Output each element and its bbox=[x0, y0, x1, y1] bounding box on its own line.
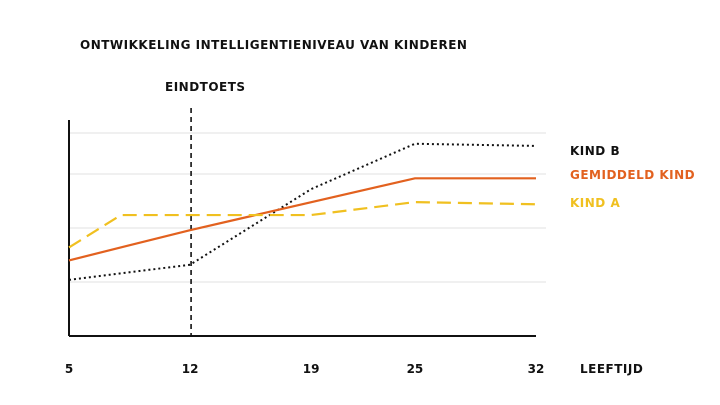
series-kind-a-line bbox=[68, 200, 537, 249]
legend-gemiddeld-kind: GEMIDDELD KIND bbox=[570, 168, 696, 182]
gridlines bbox=[69, 132, 546, 283]
x-tick-labels: 5 12 19 25 32 bbox=[65, 362, 545, 376]
legend-kind-a: KIND A bbox=[570, 196, 621, 210]
series-layer bbox=[68, 142, 537, 281]
legend-kind-b: KIND B bbox=[570, 144, 621, 158]
x-tick-label: 25 bbox=[407, 362, 424, 376]
chart-title: ONTWIKKELING INTELLIGENTIENIVEAU VAN KIN… bbox=[80, 38, 468, 52]
x-axis-label: LEEFTIJD bbox=[580, 362, 643, 376]
eindtoets-marker-label: EINDTOETS bbox=[165, 80, 246, 94]
x-tick-label: 5 bbox=[65, 362, 73, 376]
x-tick-label: 32 bbox=[528, 362, 545, 376]
x-tick-label: 12 bbox=[182, 362, 199, 376]
series-gemiddeld-kind-line bbox=[68, 177, 536, 262]
x-tick-label: 19 bbox=[303, 362, 320, 376]
series-kind-b-line bbox=[68, 142, 537, 281]
